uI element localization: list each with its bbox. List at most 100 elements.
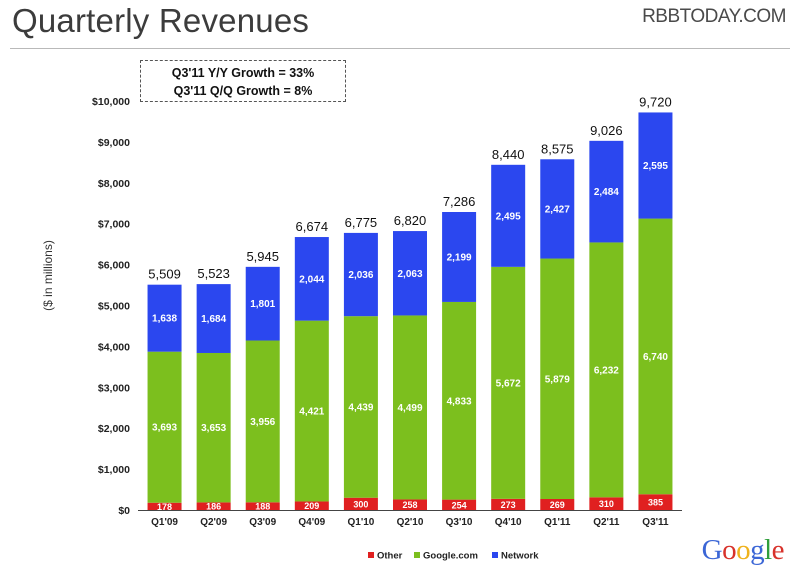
data-label-network: 2,484 [594,187,619,198]
x-tick-label: Q1'10 [347,517,374,528]
legend-swatch-other [368,552,374,558]
page-title: Quarterly Revenues [12,2,310,39]
total-label: 9,026 [590,123,623,138]
legend-swatch-google-com [414,552,420,558]
x-tick-label: Q3'10 [446,517,473,528]
legend: Other Google.com Network [368,551,539,562]
bar-segment-other [196,502,231,510]
total-label: 6,775 [345,215,378,230]
logo-letter: G [701,534,723,566]
total-label: 9,720 [639,94,672,109]
data-label-network: 2,036 [348,270,373,281]
y-tick-label: $9,000 [98,137,130,149]
y-axis-title: ($ in millions) [41,240,55,311]
total-label: 5,509 [148,267,181,282]
bar-segment-network [245,266,280,341]
bar-segment-network [196,284,231,353]
data-label-network: 2,044 [299,274,324,285]
bar-segment-network [491,164,526,267]
title-divider [10,48,790,49]
bar-segment-other [540,498,575,510]
yoy-growth-text: Q3'11 Y/Y Growth = 33% [171,66,315,80]
watermark: RBBTODAY.COM [642,6,786,27]
x-tick-label: Q3'09 [249,517,276,528]
bar-segment-google-com [245,340,280,503]
data-label-google-com: 4,499 [397,403,422,414]
data-label-network: 1,684 [201,314,226,325]
bar-segment-google-com [540,258,575,499]
total-label: 5,523 [197,266,230,281]
data-label-google-com: 4,421 [299,407,324,418]
y-tick-label: $10,000 [92,96,130,108]
data-label-other: 269 [550,500,565,510]
bar-segment-network [393,231,427,316]
data-label-other: 273 [501,500,516,510]
x-tick-label: Q2'09 [200,517,227,528]
y-tick-label: $2,000 [98,423,130,435]
data-label-google-com: 6,740 [643,352,668,363]
bar-segment-network [540,159,575,259]
y-axis: $0 $1,000 $2,000 $3,000 $4,000 $5,000 $6,000 $7… [41,96,130,517]
google-logo: Google [701,534,785,567]
x-axis: Q1'09 Q2'09 Q3'09 Q4'09 Q1'10 Q2'10 Q3'10 Q4'10… [138,510,682,528]
legend-label-network: Network [501,551,539,562]
legend-swatch-network [492,552,498,558]
data-label-network: 2,595 [643,161,668,172]
bar-segment-network [147,284,182,352]
data-label-network: 2,427 [545,204,570,215]
x-tick-label: Q1'11 [544,517,571,528]
y-tick-label: $4,000 [98,341,130,353]
bar-segment-other [245,502,280,510]
bar-segment-other [638,494,673,510]
bar-segment-network [638,112,673,219]
total-label: 8,440 [492,147,525,162]
qoq-growth-text: Q3'11 Q/Q Growth = 8% [173,84,313,98]
data-label-google-com: 3,653 [201,423,226,434]
data-label-google-com: 3,693 [152,423,177,434]
data-label-google-com: 4,439 [348,402,373,413]
logo-letter: o [722,534,737,566]
y-tick-label: $6,000 [98,260,130,272]
bar-segment-google-com [589,242,624,498]
bar-segment-network [589,140,624,243]
data-label-other: 209 [304,501,319,511]
x-tick-label: Q2'11 [593,517,620,528]
x-tick-label: Q1'09 [151,517,178,528]
legend-label-google-com: Google.com [423,551,478,562]
data-label-other: 258 [402,500,417,510]
bar-segment-other [294,501,329,510]
data-label-network: 2,063 [397,269,422,280]
data-label-google-com: 4,833 [447,396,472,407]
logo-letter: g [750,534,765,566]
data-label-google-com: 6,232 [594,365,619,376]
bar-segment-google-com [638,218,673,495]
bar-segment-other [147,502,182,510]
legend-label-other: Other [377,551,403,562]
x-tick-label: Q4'09 [298,517,325,528]
bar-segment-other [589,497,624,510]
total-label: 7,286 [443,194,476,209]
x-tick-label: Q2'10 [397,517,424,528]
growth-callout: Q3'11 Y/Y Growth = 33% Q3'11 Q/Q Growth … [140,60,346,102]
data-label-other: 188 [255,502,270,512]
bar-segment-google-com [393,315,427,500]
bar-segment-google-com [294,320,329,502]
x-tick-label: Q3'11 [642,517,669,528]
y-tick-label: $7,000 [98,219,130,231]
data-label-network: 2,199 [447,252,472,263]
data-label-google-com: 3,956 [250,417,275,428]
bar-segment-google-com [491,266,526,499]
bar-segment-network [442,212,477,302]
bar-segment-google-com [196,352,231,503]
y-tick-label: $5,000 [98,301,130,313]
bar-segment-network [294,237,329,321]
y-tick-label: $1,000 [98,464,130,476]
bar-segment-network [343,232,378,317]
bar-segment-google-com [343,316,378,498]
data-label-other: 310 [599,499,614,509]
total-label: 6,820 [394,213,427,228]
data-label-network: 2,495 [496,211,521,222]
data-label-other: 254 [452,500,467,510]
data-label-google-com: 5,672 [496,378,521,389]
